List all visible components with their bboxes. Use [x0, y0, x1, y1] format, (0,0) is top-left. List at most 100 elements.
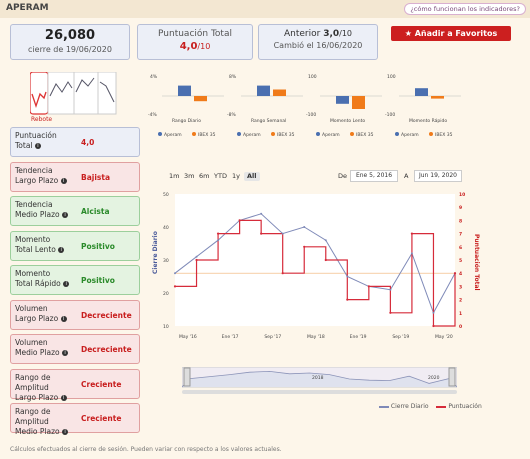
range-button-1y[interactable]: 1y [232, 172, 240, 180]
legend-ibex: IBEX 35 [435, 132, 453, 138]
bar-tick-top: 100 [308, 74, 317, 80]
legend-score-label[interactable]: Puntuación [448, 403, 482, 410]
info-icon[interactable]: i [60, 394, 67, 401]
legend-score-swatch [436, 405, 447, 408]
indicator-value: Positivo [81, 276, 115, 285]
bar-tick-top: 8% [229, 74, 237, 80]
price-card: 26,080 cierre de 19/06/2020 [10, 24, 130, 60]
x-tick: Sep '19 [392, 334, 409, 340]
indicator-value: Positivo [81, 241, 115, 251]
info-icon[interactable]: i [62, 212, 69, 218]
x-tick: Ene '19 [350, 334, 367, 340]
legend-ibex: IBEX 35 [356, 132, 374, 138]
score-point [346, 298, 349, 301]
range-button-6m[interactable]: 6m [199, 172, 210, 180]
date-to-input[interactable]: Jun 19, 2020 [414, 170, 462, 182]
price-point [303, 226, 306, 228]
indicator-label: Volumen Largo Plazo i [15, 304, 75, 324]
pattern-thumb-3[interactable] [73, 72, 99, 115]
price-point [324, 239, 327, 242]
date-from-input[interactable]: Ene 5, 2016 [350, 170, 398, 182]
navigator-right-handle[interactable] [448, 367, 456, 387]
previous-value: 3,0 [323, 29, 340, 39]
add-favorites-label: Añadir a Favoritos [414, 29, 498, 38]
y-tick: 30 [163, 258, 169, 264]
pattern-thumb-2[interactable] [47, 72, 75, 115]
star-icon: ★ [404, 29, 412, 38]
info-icon[interactable]: i [62, 429, 69, 435]
indicator-label: Momento Total Rápido i [15, 269, 75, 289]
y2-tick: 1 [459, 311, 462, 317]
indicator-row[interactable]: Volumen Largo Plazo i Decreciente [10, 299, 140, 330]
previous-changed-date: Cambió el 16/06/2020 [273, 41, 363, 50]
navigator-left-handle[interactable] [183, 367, 191, 387]
bar-aperam [178, 85, 191, 96]
range-button-3m[interactable]: 3m [184, 172, 195, 180]
y2-axis-title: Puntuación Total [473, 234, 480, 291]
indicator-row[interactable]: Momento Total Rápido i Positivo [10, 265, 140, 295]
indicator-label: Volumen Medio Plazo i [15, 338, 75, 358]
score-point [453, 272, 457, 275]
indicator-label: Puntuación Total i [15, 131, 57, 150]
score-point [173, 285, 177, 288]
legend-ibex: IBEX 35 [198, 132, 216, 138]
navigator-scrollbar[interactable] [182, 390, 457, 394]
price-date: cierre de 19/06/2020 [28, 45, 112, 54]
legend-price-label[interactable]: Cierre Diario [390, 403, 429, 410]
indicator-row[interactable]: Volumen Medio Plazo i Decreciente [10, 334, 140, 364]
score-point [238, 219, 241, 222]
score-point [432, 324, 435, 328]
score-point [195, 258, 198, 262]
indicator-row[interactable]: Puntuación Total i 4,0 [10, 127, 140, 157]
add-favorites-button[interactable]: ★ Añadir a Favoritos [391, 26, 511, 41]
bar-tick-bottom: -4% [148, 112, 157, 118]
indicator-label: Tendencia Largo Plazo i [15, 166, 75, 186]
score-point [281, 272, 284, 275]
indicator-row[interactable]: Rango de Amplitud Largo Plazo i Creciente [10, 368, 140, 402]
y-tick: 20 [163, 291, 169, 297]
score-denominator: /10 [197, 42, 211, 51]
range-button-ytd[interactable]: YTD [214, 172, 227, 180]
indicator-value: 4,0 [81, 138, 95, 147]
pattern-thumb-4[interactable] [97, 72, 117, 115]
help-link[interactable]: ¿cómo funcionan los indicadores? [404, 3, 526, 15]
score-point [216, 232, 220, 235]
indicator-row[interactable]: Tendencia Medio Plazo i Alcista [10, 196, 140, 226]
score-point [389, 311, 392, 314]
info-icon[interactable]: i [62, 350, 69, 356]
y2-tick: 0 [459, 324, 462, 330]
info-icon[interactable]: i [60, 315, 67, 322]
navigator[interactable]: 2018 2020 [182, 367, 457, 389]
series-price-line [174, 213, 456, 315]
bar-group-label: Rango Semanal [251, 118, 286, 124]
info-icon[interactable]: i [58, 246, 65, 253]
score-label: Puntuación Total [158, 29, 232, 39]
indicator-value: Creciente [81, 379, 122, 389]
indicator-value: Alcista [81, 207, 110, 216]
y2-tick: 10 [459, 192, 465, 198]
bar-group-label: Rango Diario [172, 118, 201, 124]
rebote-label: Rebote [31, 116, 53, 123]
info-icon[interactable]: i [60, 177, 67, 184]
y2-tick: 4 [459, 271, 462, 277]
score-point [410, 232, 414, 235]
range-button-all[interactable]: All [244, 172, 260, 181]
date-to-label: A [404, 172, 409, 180]
bar-ibex [431, 96, 444, 99]
indicator-row[interactable]: Momento Total Lento i Positivo [10, 230, 140, 261]
bar-chart-0: 4% -4% Rango Diario Aperam IBEX 35 [148, 74, 224, 138]
x-tick: Ene '17 [222, 334, 239, 340]
info-icon[interactable]: i [34, 143, 41, 149]
indicator-row[interactable]: Tendencia Largo Plazo i Bajista [10, 161, 140, 192]
y2-tick: 5 [459, 258, 462, 264]
info-icon[interactable]: i [63, 281, 70, 287]
range-button-1m[interactable]: 1m [169, 172, 180, 180]
x-tick: Sep '17 [264, 334, 281, 340]
previous-denominator: /10 [339, 29, 353, 38]
indicator-row[interactable]: Rango de Amplitud Medio Plazo i Creciente [10, 403, 140, 436]
previous-card: Anterior 3,0/10 Cambió el 16/06/2020 [258, 24, 378, 60]
pattern-thumbnail [30, 72, 117, 115]
legend-aperam: Aperam [401, 132, 419, 138]
score-point [303, 245, 306, 248]
